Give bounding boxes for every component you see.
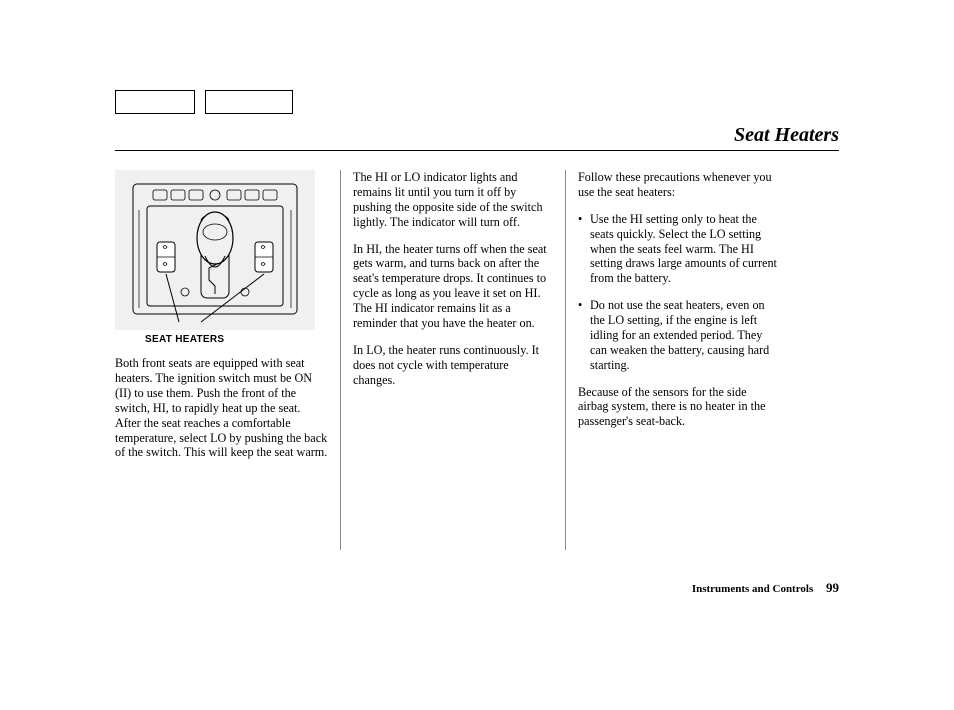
header-box-2 [205, 90, 293, 114]
diagram-caption: SEAT HEATERS [145, 334, 328, 346]
page-footer: Instruments and Controls 99 [692, 580, 839, 596]
precaution-item-2: Do not use the seat heaters, even on the… [578, 298, 778, 372]
column-2: The HI or LO indicator lights and remain… [340, 170, 565, 550]
header-placeholder-boxes [115, 90, 293, 114]
footer-page-number: 99 [826, 580, 839, 595]
column-3: Follow these precautions whenever you us… [565, 170, 790, 550]
column-1: SEAT HEATERS Both front seats are equipp… [115, 170, 340, 550]
precaution-item-1: Use the HI setting only to heat the seat… [578, 212, 778, 286]
header-box-1 [115, 90, 195, 114]
col1-paragraph-1: Both front seats are equipped with seat … [115, 356, 328, 460]
manual-page: Seat Heaters [0, 0, 954, 710]
col2-paragraph-3: In LO, the heater runs continuously. It … [353, 343, 553, 388]
console-diagram-svg [115, 170, 315, 330]
page-title: Seat Heaters [734, 124, 839, 147]
precautions-list: Use the HI setting only to heat the seat… [578, 212, 778, 373]
footer-section-name: Instruments and Controls [692, 583, 813, 595]
title-rule [115, 150, 839, 151]
col3-paragraph-after: Because of the sensors for the side airb… [578, 385, 778, 430]
seat-heater-diagram [115, 170, 315, 330]
col2-paragraph-2: In HI, the heater turns off when the sea… [353, 242, 553, 331]
body-columns: SEAT HEATERS Both front seats are equipp… [115, 170, 790, 550]
col3-intro: Follow these precautions whenever you us… [578, 170, 778, 200]
col2-paragraph-1: The HI or LO indicator lights and remain… [353, 170, 553, 230]
